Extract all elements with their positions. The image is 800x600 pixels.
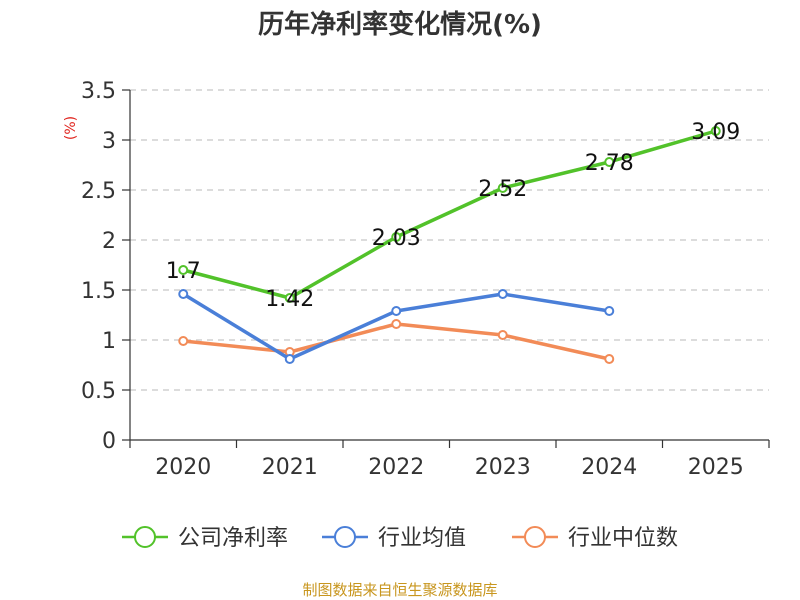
y-tick-label: 1.5 xyxy=(81,279,116,304)
legend-item-0[interactable]: 公司净利率 xyxy=(122,526,288,551)
data-point xyxy=(497,183,508,193)
y-tick-label: 2 xyxy=(102,229,116,254)
data-point xyxy=(391,319,402,329)
legend-item-2[interactable]: 行业中位数 xyxy=(512,526,678,551)
legend-label: 公司净利率 xyxy=(178,526,288,551)
legend[interactable]: 公司净利率 行业均值 行业中位数 xyxy=(122,526,678,551)
y-tick-label: 0.5 xyxy=(81,379,116,404)
x-tick-label: 2024 xyxy=(581,455,637,480)
data-labels: 1.7 1.42 2.03 2.52 2.78 3.09 xyxy=(166,120,740,312)
y-axis-label: (%) xyxy=(63,116,79,140)
data-label: 2.78 xyxy=(585,151,634,176)
y-tick-label: 3 xyxy=(102,129,116,154)
data-point xyxy=(284,354,295,364)
x-tick-label: 2021 xyxy=(262,455,318,480)
y-tick-label: 2.5 xyxy=(81,179,116,204)
data-point xyxy=(284,293,295,303)
data-point xyxy=(178,265,189,275)
y-tick-label: 0 xyxy=(102,429,116,454)
data-point xyxy=(178,336,189,346)
data-label: 2.03 xyxy=(372,226,421,251)
legend-marker xyxy=(334,526,356,548)
series-line-2 xyxy=(183,322,610,361)
y-tick-label: 3.5 xyxy=(81,79,116,104)
axes: 0 0.5 1 1.5 2 2.5 3 3.5 2020 2021 2022 2023 2024 2025 xyxy=(81,79,770,480)
data-point xyxy=(497,289,508,299)
data-point xyxy=(391,306,402,316)
data-point xyxy=(710,126,721,136)
x-tick-label: 2022 xyxy=(368,455,424,480)
legend-marker xyxy=(134,526,156,548)
data-label: 1.42 xyxy=(265,287,314,312)
chart-title: 历年净利率变化情况(%) xyxy=(258,9,542,40)
data-label: 2.52 xyxy=(478,177,527,202)
x-tick-label: 2020 xyxy=(155,455,211,480)
legend-item-1[interactable]: 行业均值 xyxy=(322,526,466,551)
source-note: 制图数据来自恒生聚源数据库 xyxy=(302,581,497,599)
data-point xyxy=(604,306,615,316)
data-label: 1.7 xyxy=(166,259,201,284)
legend-marker xyxy=(524,526,546,548)
legend-label: 行业均值 xyxy=(378,526,466,551)
data-point xyxy=(604,157,615,167)
gridlines xyxy=(130,89,769,391)
x-tick-label: 2023 xyxy=(475,455,531,480)
x-tick-label: 2025 xyxy=(688,455,744,480)
data-point xyxy=(178,289,189,299)
data-point xyxy=(604,354,615,364)
y-tick-label: 1 xyxy=(102,329,116,354)
data-point xyxy=(391,232,402,242)
series-layer xyxy=(178,126,721,364)
series-line-0 xyxy=(182,129,717,300)
data-point xyxy=(497,330,508,340)
legend-label: 行业中位数 xyxy=(568,526,678,551)
data-label: 3.09 xyxy=(691,120,740,145)
